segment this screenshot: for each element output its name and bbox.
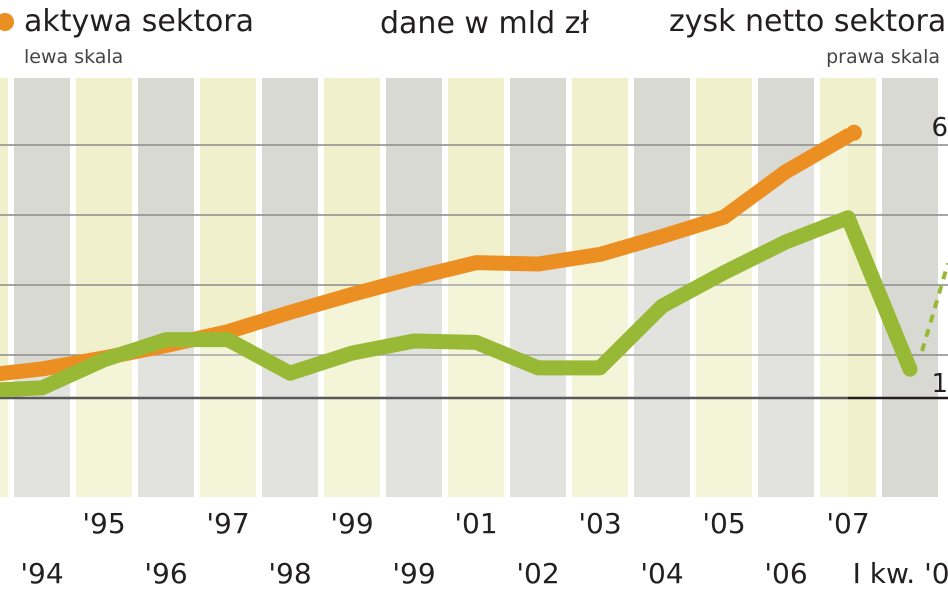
background-band — [14, 78, 70, 497]
aktywa-point — [723, 216, 725, 219]
aktywa-point — [351, 293, 353, 296]
aktywa-point — [599, 253, 601, 256]
x-tick-label-top: '01 — [454, 507, 497, 540]
x-tick-label-top: '07 — [826, 507, 869, 540]
x-tick-label-top: '99 — [330, 507, 373, 540]
legend-zysk-title: zysk netto sektora — [669, 4, 946, 39]
gridlines — [0, 144, 948, 400]
zysk-point — [289, 372, 291, 375]
zysk-point — [785, 240, 787, 243]
aktywa-point — [537, 263, 539, 266]
background-band — [0, 78, 8, 497]
background-band — [138, 78, 194, 497]
chart-subtitle: dane w mld zł — [380, 6, 589, 41]
aktywa-point — [41, 367, 43, 370]
zysk-point — [537, 366, 539, 369]
background-band — [634, 78, 690, 497]
x-tick-label-bottom: '98 — [268, 557, 311, 590]
zysk-point — [413, 340, 415, 343]
x-tick-label-bottom: '06 — [764, 557, 807, 590]
legend-zysk-scale: prawa skala — [826, 46, 940, 68]
background-band — [200, 78, 256, 497]
aktywa-end-marker — [846, 124, 862, 141]
series-lines — [0, 124, 948, 497]
background-band — [448, 78, 504, 497]
legend-dot-aktywa — [0, 13, 14, 31]
x-tick-label-bottom: I kw. '08 — [853, 557, 948, 590]
aktywa-point — [475, 261, 477, 264]
background-band — [510, 78, 566, 497]
series-line-zysk — [0, 210, 918, 398]
right-axis-label: 1 — [931, 369, 948, 399]
zysk-point — [599, 366, 601, 369]
x-tick-label-bottom: '94 — [20, 557, 63, 590]
x-tick-label-bottom: '04 — [640, 557, 683, 590]
background-band — [758, 78, 814, 497]
x-tick-label-top: '95 — [82, 507, 125, 540]
zysk-point — [227, 338, 229, 341]
x-tick-label-bottom: '99 — [392, 557, 435, 590]
aktywa-point — [785, 170, 787, 173]
right-axis-label: 6 — [931, 113, 948, 143]
zysk-projection — [920, 262, 948, 352]
background-band — [882, 78, 938, 497]
background-band — [262, 78, 318, 497]
background-band — [76, 78, 132, 497]
x-tick-label-top: '05 — [702, 507, 745, 540]
zysk-point — [909, 368, 911, 371]
axis-labels: '93'95'97'99'01'03'05'07'09'94'96'98'99'… — [0, 113, 948, 590]
aktywa-point — [413, 276, 415, 279]
zysk-point — [475, 341, 477, 344]
zysk-point — [165, 338, 167, 341]
legend-aktywa-scale: lewa skala — [24, 46, 123, 68]
x-tick-label-bottom: '02 — [516, 557, 559, 590]
x-tick-label-top: '97 — [206, 507, 249, 540]
background-bands — [0, 78, 938, 497]
aktywa-point — [289, 311, 291, 314]
zysk-point — [41, 386, 43, 389]
x-tick-label-top: '93 — [0, 507, 2, 540]
zysk-point — [103, 358, 105, 361]
x-tick-label-bottom: '96 — [144, 557, 187, 590]
legend-aktywa-title: aktywa sektora — [24, 4, 254, 39]
aktywa-area — [0, 135, 848, 497]
zysk-point — [661, 305, 663, 308]
zysk-point — [723, 271, 725, 274]
zysk-point — [351, 352, 353, 355]
background-band — [572, 78, 628, 497]
zysk-point — [847, 216, 849, 219]
x-tick-label-top: '03 — [578, 507, 621, 540]
aktywa-point — [661, 235, 663, 238]
